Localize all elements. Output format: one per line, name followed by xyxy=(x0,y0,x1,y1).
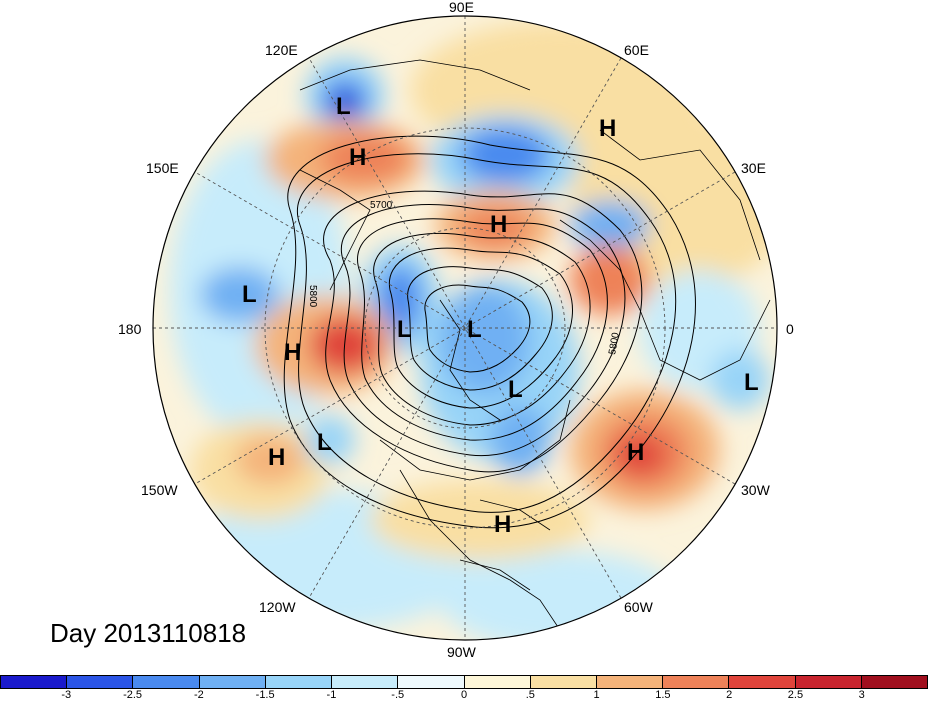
low-center-marker: L xyxy=(336,93,351,120)
high-center-marker: H xyxy=(627,439,644,466)
colorbar-tick-label: -1 xyxy=(326,689,337,701)
lon-label-60w: 60W xyxy=(624,599,654,615)
colorbar-tick-label: -1.5 xyxy=(255,689,275,701)
map-boundary xyxy=(152,15,778,641)
colorbar-swatch xyxy=(530,676,597,688)
colorbar-tick-label: -2 xyxy=(193,689,204,701)
colorbar-tick-label: -.5 xyxy=(391,689,405,701)
lon-label-120e: 120E xyxy=(265,42,298,58)
colorbar-swatch xyxy=(464,676,531,688)
lon-label-120w: 120W xyxy=(259,599,296,615)
contour-label: 5800 xyxy=(607,331,622,355)
lon-label-150w: 150W xyxy=(141,482,178,498)
high-center-marker: H xyxy=(349,144,366,171)
low-center-marker: L xyxy=(467,316,482,343)
high-center-marker: H xyxy=(284,339,301,366)
colorbar-tick-label: 2 xyxy=(726,689,733,701)
low-center-marker: L xyxy=(508,376,523,403)
colorbar-tick-label: 1 xyxy=(593,689,600,701)
colorbar-swatch xyxy=(663,676,730,688)
high-center-marker: H xyxy=(494,511,511,538)
lon-label-60e: 60E xyxy=(624,42,649,58)
date-title: Day 2013110818 xyxy=(50,618,247,648)
colorbar-tick-label: 0 xyxy=(460,689,468,701)
colorbar-swatch xyxy=(332,676,399,688)
colorbar-swatch xyxy=(729,676,796,688)
low-center-marker: L xyxy=(744,369,759,396)
anomaly-field xyxy=(153,16,777,640)
high-center-marker: H xyxy=(599,115,616,142)
colorbar-swatch xyxy=(1,676,68,688)
colorbar-tick-label: 1.5 xyxy=(655,689,671,701)
colorbar: -3 -2.5 -2 -1.5 -1 -.5 0 .5 1 1.5 2 2.5 3 xyxy=(0,675,928,702)
lon-label-90e: 90E xyxy=(449,0,474,15)
lon-label-30e: 30E xyxy=(741,160,766,176)
colorbar-tick-label: -3 xyxy=(61,689,72,701)
low-center-marker: L xyxy=(317,429,332,456)
low-center-marker: L xyxy=(397,316,412,343)
colorbar-labels: -3 -2.5 -2 -1.5 -1 -.5 0 .5 1 1.5 2 2.5 3 xyxy=(0,689,928,702)
height-contours xyxy=(283,135,696,529)
high-center-marker: H xyxy=(268,444,285,471)
high-center-marker: H xyxy=(490,211,507,238)
lon-label-150e: 150E xyxy=(146,160,179,176)
colorbar-swatch xyxy=(265,676,333,688)
contour-label: 5700 xyxy=(370,200,393,211)
graticule xyxy=(153,16,777,640)
coastlines xyxy=(299,59,771,631)
colorbar-tick-label: 2.5 xyxy=(787,689,804,701)
lon-label-90w: 90W xyxy=(447,644,477,660)
lon-label-0: 0 xyxy=(786,321,794,337)
low-center-marker: L xyxy=(242,281,257,308)
colorbar-tick-label: 3 xyxy=(858,689,865,701)
colorbar-swatch xyxy=(861,676,928,688)
colorbar-swatch xyxy=(398,676,465,688)
colorbar-swatch xyxy=(596,676,664,688)
colorbar-swatch xyxy=(795,676,862,688)
lon-label-180: 180 xyxy=(118,321,142,337)
colorbar-swatch xyxy=(199,676,266,688)
colorbar-swatch xyxy=(133,676,200,688)
contour-label: 5800 xyxy=(307,285,318,308)
lon-label-30w: 30W xyxy=(741,482,771,498)
colorbar-tick-label: .5 xyxy=(525,689,535,701)
colorbar-swatches xyxy=(0,675,928,689)
colorbar-tick-label: -2.5 xyxy=(123,689,143,701)
colorbar-swatch xyxy=(67,676,134,688)
